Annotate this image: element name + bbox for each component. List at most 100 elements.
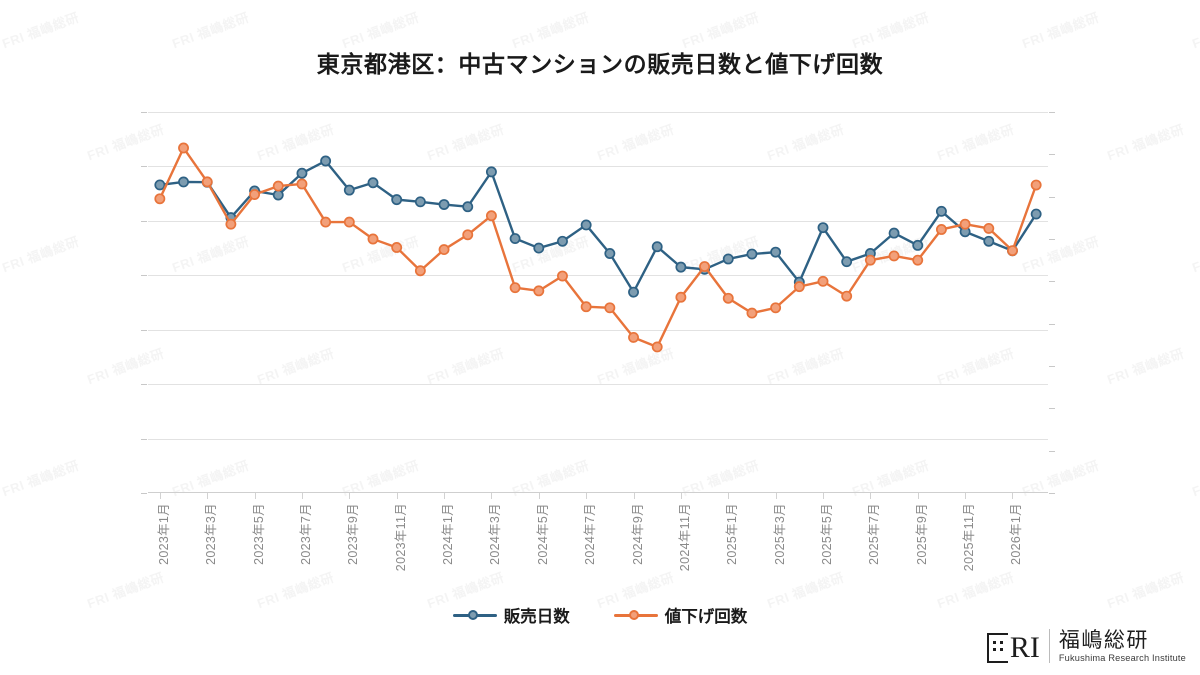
data-point[interactable] bbox=[367, 233, 379, 245]
x-axis-tick bbox=[254, 493, 256, 499]
data-point[interactable] bbox=[154, 179, 166, 191]
data-point[interactable] bbox=[438, 199, 450, 210]
y-axis-right-tick-mark bbox=[1049, 239, 1055, 240]
data-point[interactable] bbox=[272, 180, 284, 192]
data-point[interactable] bbox=[343, 184, 355, 196]
data-point[interactable] bbox=[485, 210, 497, 222]
data-point[interactable] bbox=[912, 254, 924, 266]
data-point[interactable] bbox=[343, 216, 355, 228]
data-point[interactable] bbox=[462, 201, 474, 213]
data-point[interactable] bbox=[580, 301, 592, 313]
data-point[interactable] bbox=[485, 166, 497, 178]
x-axis-tick-label: 2025年7月 bbox=[867, 503, 882, 565]
data-point[interactable] bbox=[699, 261, 711, 272]
data-point[interactable] bbox=[983, 222, 995, 234]
data-point[interactable] bbox=[533, 242, 545, 254]
data-point[interactable] bbox=[912, 239, 924, 251]
data-point[interactable] bbox=[722, 292, 734, 304]
plot-area: 0.0020.0040.0060.0080.00100.00120.00140.… bbox=[141, 112, 1055, 571]
data-point[interactable] bbox=[178, 176, 189, 188]
data-point[interactable] bbox=[272, 189, 284, 201]
legend-item-price-cuts[interactable]: 値下げ回数 bbox=[613, 603, 747, 627]
x-axis-tick-label: 2025年11月 bbox=[962, 503, 977, 572]
y-axis-left-tick-mark bbox=[141, 275, 147, 277]
data-point[interactable] bbox=[509, 233, 521, 245]
data-point[interactable] bbox=[746, 248, 758, 260]
y-axis-right-tick-mark bbox=[1049, 323, 1055, 325]
y-axis-right-tick-mark bbox=[1049, 493, 1055, 494]
data-point[interactable] bbox=[604, 302, 616, 314]
data-point[interactable] bbox=[391, 194, 403, 206]
gridline bbox=[148, 166, 1048, 168]
x-axis-tick bbox=[396, 493, 398, 499]
data-point[interactable] bbox=[817, 275, 829, 287]
logo-name-en: Fukushima Research Institute bbox=[1058, 653, 1186, 663]
data-point[interactable] bbox=[675, 291, 687, 303]
data-point[interactable] bbox=[746, 307, 758, 319]
data-point[interactable] bbox=[438, 244, 450, 256]
data-point[interactable] bbox=[462, 229, 474, 241]
data-point[interactable] bbox=[888, 227, 900, 239]
x-axis-tick-label: 2025年9月 bbox=[914, 503, 929, 565]
data-point[interactable] bbox=[1030, 179, 1042, 191]
legend-item-sales-days[interactable]: 販売日数 bbox=[452, 603, 570, 627]
data-point[interactable] bbox=[367, 177, 379, 189]
data-point[interactable] bbox=[557, 270, 568, 282]
data-point[interactable] bbox=[983, 235, 995, 247]
x-axis-tick-label: 2025年3月 bbox=[772, 503, 787, 565]
data-point[interactable] bbox=[296, 167, 308, 179]
x-axis-tick bbox=[870, 493, 872, 499]
y-axis-right-tick-mark bbox=[1049, 450, 1055, 452]
data-point[interactable] bbox=[154, 193, 166, 205]
x-axis-tick-label: 2023年7月 bbox=[298, 503, 313, 565]
data-point[interactable] bbox=[675, 261, 687, 273]
x-axis-tick bbox=[823, 493, 824, 499]
chart-title: 東京都港区：中古マンションの販売日数と値下げ回数 bbox=[316, 51, 884, 77]
data-point[interactable] bbox=[296, 178, 308, 190]
data-point[interactable] bbox=[414, 196, 426, 208]
data-point[interactable] bbox=[841, 290, 853, 302]
brand-logo: RI 福嶋総研 Fukushima Research Institute bbox=[986, 629, 1186, 663]
x-axis-tick-label: 2026年1月 bbox=[1009, 503, 1024, 565]
y-axis-right-tick-mark bbox=[1049, 154, 1055, 156]
x-axis-tick bbox=[301, 493, 303, 499]
data-point[interactable] bbox=[935, 205, 947, 217]
data-point[interactable] bbox=[628, 331, 639, 343]
data-point[interactable] bbox=[935, 224, 947, 235]
data-point[interactable] bbox=[864, 254, 876, 266]
series-price-cuts bbox=[154, 142, 1042, 353]
data-point[interactable] bbox=[201, 176, 213, 188]
data-point[interactable] bbox=[557, 235, 568, 247]
x-axis-tick-label: 2024年5月 bbox=[535, 503, 550, 565]
data-point[interactable] bbox=[628, 286, 639, 298]
data-point[interactable] bbox=[793, 281, 805, 293]
x-axis-tick bbox=[965, 493, 967, 499]
data-point[interactable] bbox=[770, 246, 782, 258]
data-point[interactable] bbox=[651, 241, 663, 253]
data-point[interactable] bbox=[580, 219, 592, 231]
data-point[interactable] bbox=[888, 250, 900, 262]
data-point[interactable] bbox=[959, 218, 971, 230]
data-point[interactable] bbox=[320, 216, 332, 228]
data-point[interactable] bbox=[391, 242, 403, 253]
data-point[interactable] bbox=[249, 189, 261, 201]
y-axis-left-tick-mark bbox=[141, 166, 147, 168]
data-point[interactable] bbox=[770, 302, 782, 314]
data-point[interactable] bbox=[320, 155, 332, 167]
data-point[interactable] bbox=[225, 218, 237, 230]
data-point[interactable] bbox=[1007, 245, 1018, 257]
data-point[interactable] bbox=[1030, 208, 1042, 220]
gridline bbox=[148, 329, 1048, 331]
data-point[interactable] bbox=[841, 256, 853, 268]
data-point[interactable] bbox=[533, 285, 545, 297]
data-point[interactable] bbox=[651, 341, 663, 353]
data-point[interactable] bbox=[722, 253, 734, 265]
data-point[interactable] bbox=[509, 282, 521, 294]
data-point[interactable] bbox=[414, 265, 426, 277]
x-axis-tick bbox=[1012, 493, 1014, 499]
data-point[interactable] bbox=[817, 222, 829, 234]
data-point[interactable] bbox=[604, 248, 616, 259]
gridline bbox=[148, 384, 1048, 386]
data-point[interactable] bbox=[178, 142, 189, 154]
y-axis-right-tick-mark bbox=[1049, 366, 1055, 367]
